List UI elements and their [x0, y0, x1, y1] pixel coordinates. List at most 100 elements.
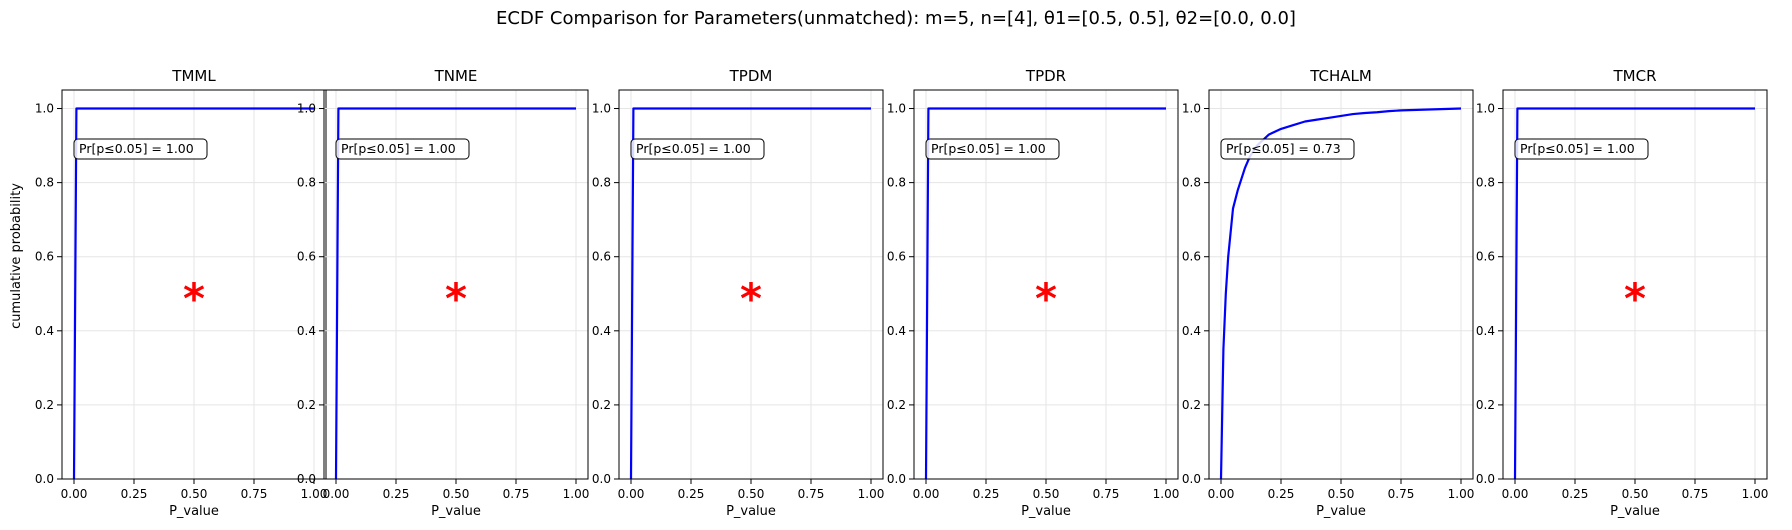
subplot-title: TMML [171, 67, 216, 85]
x-axis-label: P_value [169, 504, 219, 519]
x-axis-label: P_value [726, 504, 776, 519]
ecdf-line [1219, 107, 1462, 480]
x-tick-label: 0.00 [61, 487, 88, 501]
annotation-frame [925, 138, 1060, 160]
y-tick-label: 0.2 [297, 398, 316, 412]
x-tick-label: 0.25 [973, 487, 1000, 501]
star-marker: * [183, 274, 205, 323]
figure-title: ECDF Comparison for Parameters(unmatched… [496, 8, 1296, 29]
annotation-box: Pr[p≤0.05] = 0.73 [1220, 138, 1355, 160]
y-tick-label: 1.0 [1182, 102, 1201, 116]
ecdf-line [1513, 107, 1755, 480]
y-tick-label: 0.6 [592, 250, 611, 264]
y-tick-label: 0.2 [35, 398, 54, 412]
x-tick-label: 0.75 [1682, 487, 1709, 501]
y-tick-label: 0.6 [1476, 250, 1495, 264]
x-axis-label: P_value [1316, 504, 1366, 519]
x-tick-label: 1.00 [858, 487, 885, 501]
ecdf-line [72, 107, 314, 480]
y-tick-label: 0.4 [35, 324, 54, 338]
subplot-title: TCHALM [1309, 67, 1372, 85]
y-tick-label: 0.8 [887, 176, 906, 190]
subplot-tpdr: * 0.00 0.25 0.50 0.75 1.00 0.0 0.2 0.4 0.6 0.8 1.0 T… [887, 67, 1179, 519]
subplot-tmml: *0.00 0.25 0.50 0.75 1.000.00.20.40.60.81.0T… [35, 67, 327, 519]
y-tick-label: 1.0 [1476, 102, 1495, 116]
ecdf-line [629, 107, 871, 480]
x-tick-label: 0.50 [1033, 487, 1060, 501]
subplot-panels: *0.00 0.25 0.50 0.75 1.000.00.20.40.60.81.0T… [35, 67, 1768, 519]
star-marker: * [1624, 274, 1646, 323]
x-tick-label: 0.75 [241, 487, 268, 501]
star-marker: * [740, 274, 762, 323]
y-tick-label: 0.4 [1476, 324, 1495, 338]
y-tick-label: 1.0 [297, 102, 316, 116]
annotation-text: Pr[p≤0.05] = 1.00 [1520, 141, 1635, 156]
x-tick-label: 0.25 [1268, 487, 1295, 501]
x-tick-label: 1.00 [1153, 487, 1180, 501]
ecdf-line [924, 107, 1166, 480]
x-tick-label: 0.00 [1208, 487, 1235, 501]
x-tick-label: 1.00 [1448, 487, 1475, 501]
annotation-text: Pr[p≤0.05] = 1.00 [636, 141, 751, 156]
y-tick-label: 0.8 [1182, 176, 1201, 190]
annotation-text: Pr[p≤0.05] = 1.00 [931, 141, 1046, 156]
subplot-title: TNME [434, 67, 478, 85]
ecdf-line [334, 107, 576, 480]
y-tick-label: 0.6 [297, 250, 316, 264]
x-tick-label: 0.25 [678, 487, 705, 501]
y-tick-label: 0.0 [35, 472, 54, 486]
y-tick-label: 0.0 [297, 472, 316, 486]
annotation-frame [73, 138, 208, 160]
y-tick-label: 0.0 [1182, 472, 1201, 486]
y-tick-label: 0.2 [887, 398, 906, 412]
annotation-box: Pr[p≤0.05] = 1.00 [335, 138, 470, 160]
star-marker: * [445, 274, 467, 323]
annotation-frame [335, 138, 470, 160]
y-tick-label: 1.0 [592, 102, 611, 116]
y-tick-label: 0.0 [1476, 472, 1495, 486]
annotation-text: Pr[p≤0.05] = 1.00 [341, 141, 456, 156]
x-axis-label: P_value [1610, 504, 1660, 519]
annotation-box: Pr[p≤0.05] = 1.00 [925, 138, 1060, 160]
y-tick-label: 0.4 [297, 324, 316, 338]
y-tick-label: 0.2 [1182, 398, 1201, 412]
y-tick-label: 0.4 [1182, 324, 1201, 338]
x-tick-label: 1.00 [301, 487, 328, 501]
x-tick-label: 0.00 [323, 487, 350, 501]
x-tick-label: 0.50 [1622, 487, 1649, 501]
star-marker: * [1035, 274, 1057, 323]
subplot-tchalm: 0.00 0.25 0.50 0.75 1.00 0.0 0.2 0.4 0.6 0.8 1.0 TC… [1182, 67, 1474, 519]
y-tick-label: 0.8 [1476, 176, 1495, 190]
x-tick-label: 0.75 [798, 487, 825, 501]
y-tick-label: 0.0 [592, 472, 611, 486]
y-tick-label: 0.8 [592, 176, 611, 190]
y-tick-label: 1.0 [35, 102, 54, 116]
subplot-tpdm: * 0.00 0.25 0.50 0.75 1.00 0.0 0.2 0.4 0.6 0.8 1.0 T… [592, 67, 884, 519]
x-axis-label: P_value [431, 504, 481, 519]
annotation-frame [1220, 138, 1355, 160]
y-tick-label: 0.6 [1182, 250, 1201, 264]
x-tick-label: 0.00 [1502, 487, 1529, 501]
annotation-frame [1514, 138, 1649, 160]
x-tick-label: 0.75 [503, 487, 530, 501]
x-axis-label: P_value [1021, 504, 1071, 519]
subplot-tnme: *0.00 0.25 0.50 0.75 1.000.00.20.40.60.81.0T… [297, 67, 589, 519]
x-tick-label: 0.25 [383, 487, 410, 501]
y-tick-label: 0.4 [887, 324, 906, 338]
x-tick-label: 0.25 [1562, 487, 1589, 501]
x-tick-label: 1.00 [1742, 487, 1769, 501]
y-tick-label: 0.6 [887, 250, 906, 264]
subplot-title: TPDM [729, 67, 773, 85]
annotation-text: Pr[p≤0.05] = 0.73 [1226, 141, 1341, 156]
x-tick-label: 0.50 [443, 487, 470, 501]
annotation-box: Pr[p≤0.05] = 1.00 [1514, 138, 1649, 160]
x-tick-label: 0.00 [913, 487, 940, 501]
y-tick-label: 0.2 [592, 398, 611, 412]
annotation-box: Pr[p≤0.05] = 1.00 [630, 138, 765, 160]
y-tick-label: 0.0 [887, 472, 906, 486]
x-tick-label: 0.50 [1328, 487, 1355, 501]
subplot-title: TMCR [1612, 67, 1656, 85]
annotation-frame [630, 138, 765, 160]
x-tick-label: 0.75 [1093, 487, 1120, 501]
x-tick-label: 1.00 [563, 487, 590, 501]
